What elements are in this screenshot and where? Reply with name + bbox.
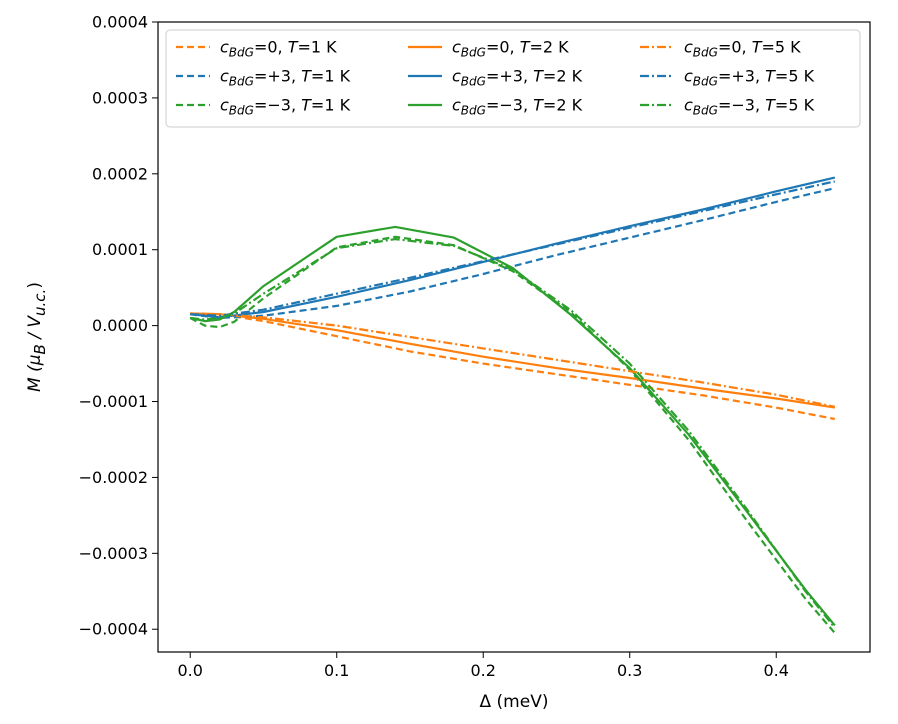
x-tick-label: 0.4 (764, 661, 789, 680)
legend-items: cBdG=0, T=1 K cBdG=+3, T=1 K cBdG=−3, T=1 … (176, 38, 815, 118)
legend-label-4: cBdG=+3, T=2 K (452, 67, 583, 89)
y-tick-label: 0.0004 (92, 13, 148, 32)
y-ticks: 0.0004 0.0003 0.0002 0.0001 0.0000 −0.0001 −0.… (79, 13, 158, 639)
x-ticks: 0.0 0.1 0.2 0.3 0.4 (178, 652, 789, 680)
x-tick-label: 0.2 (471, 661, 496, 680)
x-tick-label: 0.0 (178, 661, 203, 680)
legend-label-5: cBdG=−3, T=2 K (452, 96, 583, 118)
y-tick-label: −0.0002 (79, 468, 148, 487)
legend-label-2: cBdG=−3, T=1 K (220, 96, 351, 118)
legend-label-7: cBdG=+3, T=5 K (684, 67, 815, 89)
x-tick-label: 0.1 (324, 661, 349, 680)
series-line-8 (190, 238, 836, 629)
legend-label-6: cBdG=0, T=5 K (684, 38, 801, 60)
legend-label-3: cBdG=0, T=2 K (452, 38, 569, 60)
y-tick-label: 0.0003 (92, 88, 148, 107)
legend-label-1: cBdG=+3, T=1 K (220, 67, 351, 89)
legend-box (165, 29, 861, 128)
y-tick-label: 0.0002 (92, 164, 148, 183)
y-axis-label: M (μB / Vu.c.) (25, 282, 49, 392)
legend: cBdG=0, T=1 K cBdG=+3, T=1 K cBdG=−3, T=1 … (165, 29, 861, 128)
series-line-6 (190, 312, 836, 408)
y-tick-label: 0.0001 (92, 240, 148, 259)
legend-label-0: cBdG=0, T=1 K (220, 38, 337, 60)
series-line-3 (190, 312, 835, 409)
x-tick-label: 0.3 (617, 661, 642, 680)
y-tick-label: −0.0001 (79, 392, 148, 411)
y-tick-label: −0.0003 (79, 544, 148, 563)
series-line-7 (190, 180, 836, 317)
series-line-0 (190, 312, 836, 421)
series-line-1 (190, 187, 836, 320)
plot-frame (157, 21, 871, 653)
plot-series (189, 176, 836, 634)
y-tick-label: −0.0004 (79, 620, 148, 639)
y-tick-label: 0.0000 (92, 316, 148, 335)
series-line-5 (189, 225, 836, 627)
x-axis-label: Δ (meV) (480, 692, 549, 712)
series-line-4 (190, 176, 836, 319)
legend-label-8: cBdG=−3, T=5 K (684, 96, 815, 118)
series-line-2 (189, 235, 836, 634)
